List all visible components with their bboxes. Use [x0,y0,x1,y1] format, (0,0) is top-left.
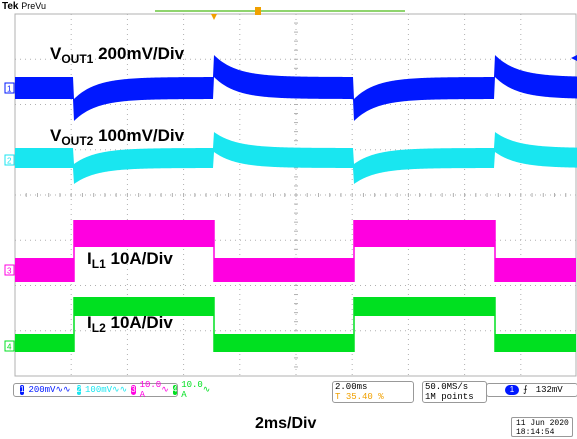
bw-limit-icon: ∿ [161,385,169,395]
ch1-scale: 200mV [28,385,56,395]
ch3-waveform-low [495,258,576,282]
il2-label: IL2 10A/Div [87,313,173,335]
trigger-level: 132mV [535,385,563,395]
channel-2-marker [4,154,15,166]
time-label: 18:14:54 [516,428,555,437]
ch3-waveform-low [214,258,354,282]
ch4-waveform-low [15,334,74,352]
top-bar: Tek PreVu [0,0,577,16]
channel-4-marker [4,340,15,352]
ch1-waveform [15,55,577,121]
ch3-scale: 10.0 A [139,380,162,400]
sample-rate: 50.0MS/s [425,382,469,392]
vout1-label: VOUT1 200mV/Div [50,44,185,66]
brand-name: Tek [2,1,19,12]
ch1-badge: 1 [20,385,25,395]
ch3-waveform-high [74,220,214,247]
trigger-level-marker [571,55,577,61]
bw-limit-icon: ∿∿ [55,385,71,395]
bw-limit-icon: ∿∿ [112,385,128,395]
ch3-waveform-high [354,220,495,247]
date-time-box: 11 Jun 2020 18:14:54 [511,417,573,437]
rising-edge-icon: ⨍ [523,385,528,395]
ch2-badge: 2 [76,385,82,395]
ch3-badge: 3 [131,385,136,395]
brand-label: Tek PreVu [2,1,46,12]
trigger-pos-icon: T [335,392,346,402]
vout2-label: VOUT2 100mV/Div [50,126,185,148]
ch4-badge: 4 [172,385,178,395]
channel-scales[interactable]: 1 200mV ∿∿ 2 100mV ∿∿ 3 10.0 A ∿ 4 10.0 … [13,380,210,400]
status-bar: 1 200mV ∿∿ 2 100mV ∿∿ 3 10.0 A ∿ 4 10.0 … [13,380,577,404]
ch4-waveform-low [214,334,354,352]
il1-label: IL1 10A/Div [87,249,173,271]
channel-3-marker [4,264,15,276]
date-label: 11 Jun 2020 [516,419,569,428]
acquisition-box[interactable]: 50.0MS/s 1M points [422,381,487,403]
channel-1-marker [4,82,15,94]
ch3-waveform-low [15,258,74,282]
ch4-waveform-low [495,334,576,352]
record-length: 1M points [425,392,474,402]
ch4-scale: 10.0 A [181,380,203,400]
time-per-div-label: 2ms/Div [255,415,317,432]
timebase-value: 2.00ms [335,382,368,392]
ch2-scale: 100mV [85,385,113,395]
ch4-waveform-high [354,297,495,316]
trigger-point-icon [255,7,261,15]
trigger-position: T 35.40 % [335,392,384,402]
channel-1-marker-label: 1 [7,85,12,94]
mode-label: PreVu [21,1,46,11]
ch4-waveform-high [74,297,214,316]
channel-3-marker-label: 3 [7,267,12,276]
ch2-waveform [15,132,577,184]
bw-limit-icon: ∿ [202,385,211,395]
trigger-box[interactable]: 1 ⨍ 132mV [486,383,577,397]
trigger-source-badge: 1 [505,385,519,395]
timebase-box[interactable]: 2.00ms T 35.40 % [332,381,414,403]
channel-2-marker-label: 2 [7,157,12,166]
trigger-position-marker [211,14,217,20]
channel-4-marker-label: 4 [7,343,12,352]
